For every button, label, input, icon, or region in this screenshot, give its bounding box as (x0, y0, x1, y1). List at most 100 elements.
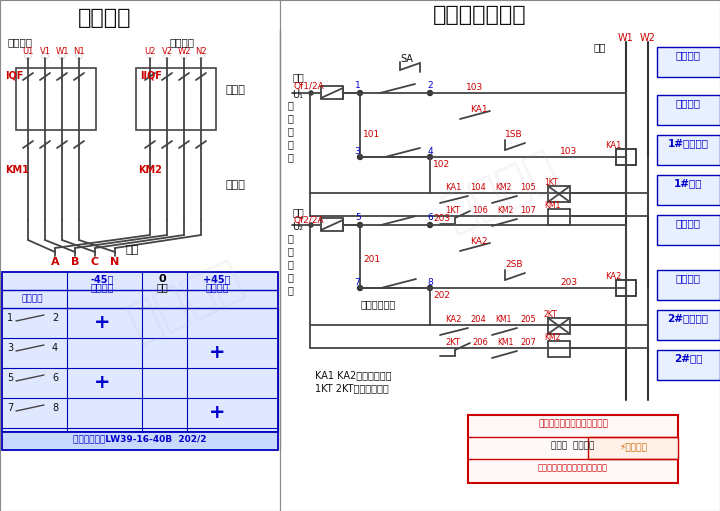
Text: +: + (94, 313, 110, 332)
Bar (548, 209, 570, 225)
Bar (16, 68, 96, 130)
Text: SA: SA (400, 54, 413, 64)
Circle shape (164, 54, 169, 58)
Text: 自动模式: 自动模式 (675, 218, 701, 228)
Circle shape (148, 54, 153, 58)
Text: C: C (91, 257, 99, 267)
Bar (657, 350, 720, 380)
Text: 空开: 空开 (293, 72, 305, 82)
Bar (280, 0, 720, 511)
Circle shape (60, 54, 65, 58)
Text: 本原理仅作学习交流和参考之用: 本原理仅作学习交流和参考之用 (538, 463, 608, 472)
Bar (321, 86, 343, 99)
Circle shape (25, 54, 30, 58)
Text: 接: 接 (288, 233, 294, 243)
Text: 源: 源 (288, 152, 294, 162)
Circle shape (358, 222, 362, 227)
Text: 接触器: 接触器 (225, 180, 245, 190)
Text: 103: 103 (560, 147, 577, 156)
Text: -45度: -45度 (90, 274, 114, 284)
Circle shape (42, 54, 48, 58)
Text: 断路器: 断路器 (225, 85, 245, 95)
Text: 自动模式: 自动模式 (675, 50, 701, 60)
Bar (468, 415, 678, 483)
Text: V1: V1 (40, 47, 50, 56)
Text: 207: 207 (520, 338, 536, 347)
Text: KM1: KM1 (544, 201, 560, 210)
Circle shape (25, 54, 30, 58)
Text: 接: 接 (288, 100, 294, 110)
Text: 1: 1 (355, 81, 361, 90)
Text: U2: U2 (144, 47, 156, 56)
Text: 1#延时启动: 1#延时启动 (667, 138, 708, 148)
Text: +: + (94, 373, 110, 392)
Text: 电: 电 (288, 139, 294, 149)
Text: 达洲电器: 达洲电器 (120, 253, 250, 347)
Text: KA2: KA2 (605, 272, 621, 281)
Text: 1: 1 (7, 313, 13, 323)
Text: 8: 8 (427, 278, 433, 287)
Circle shape (199, 54, 204, 58)
Text: 电: 电 (288, 272, 294, 282)
Text: 107: 107 (520, 206, 536, 215)
Text: KM2: KM2 (544, 333, 560, 342)
Text: KM1: KM1 (495, 315, 511, 324)
Circle shape (76, 54, 81, 58)
Text: U1: U1 (22, 47, 34, 56)
Circle shape (428, 154, 433, 159)
Text: 常: 常 (288, 113, 294, 123)
Text: W2: W2 (640, 33, 656, 43)
Bar (616, 149, 636, 165)
Text: KM2: KM2 (495, 183, 511, 192)
Text: 5: 5 (7, 373, 13, 383)
Bar (548, 341, 570, 357)
Text: ⚡电工之家: ⚡电工之家 (619, 443, 647, 452)
Text: N: N (110, 257, 120, 267)
Text: 1KT 2KT为时间继电器: 1KT 2KT为时间继电器 (315, 383, 389, 393)
Circle shape (358, 286, 362, 290)
Text: 0: 0 (158, 274, 166, 284)
Text: W2: W2 (177, 47, 191, 56)
Circle shape (181, 54, 186, 58)
Text: 备: 备 (288, 246, 294, 256)
Text: 1KT: 1KT (544, 178, 558, 187)
Text: +: + (209, 403, 225, 422)
Circle shape (309, 223, 313, 227)
Text: 2KT: 2KT (445, 338, 460, 347)
Text: 6: 6 (52, 373, 58, 383)
Text: 2: 2 (427, 81, 433, 90)
Text: Qf2/2A: Qf2/2A (293, 216, 323, 225)
Circle shape (309, 91, 313, 95)
Text: 3: 3 (354, 147, 360, 156)
Bar (0, 0, 280, 511)
Text: 负载: 负载 (125, 245, 138, 255)
Text: 接触器控制的双电源切换原理: 接触器控制的双电源切换原理 (538, 419, 608, 428)
Text: 102: 102 (433, 160, 450, 169)
Text: 105: 105 (520, 183, 536, 192)
Text: 7: 7 (354, 278, 360, 287)
Text: 3: 3 (7, 343, 13, 353)
Text: W1: W1 (618, 33, 634, 43)
Text: 用: 用 (288, 259, 294, 269)
Bar (657, 310, 720, 340)
Text: 优先模式: 优先模式 (675, 98, 701, 108)
Bar (548, 186, 570, 202)
Bar (136, 68, 216, 130)
Bar (588, 437, 678, 459)
Text: 203: 203 (433, 214, 450, 223)
Text: 206: 206 (472, 338, 488, 347)
Circle shape (42, 54, 48, 58)
Text: 万能转换开关: 万能转换开关 (361, 299, 395, 309)
Bar (2, 432, 278, 450)
Text: KM2: KM2 (138, 165, 162, 175)
Text: 103: 103 (467, 83, 484, 92)
Text: 104: 104 (470, 183, 486, 192)
Text: 触点编号: 触点编号 (22, 294, 42, 303)
Text: A: A (50, 257, 59, 267)
Text: 4: 4 (427, 147, 433, 156)
Text: 达洲电器: 达洲电器 (436, 143, 564, 237)
Bar (657, 175, 720, 205)
Circle shape (428, 222, 433, 227)
Text: 7: 7 (7, 403, 13, 413)
Text: 用: 用 (288, 126, 294, 136)
